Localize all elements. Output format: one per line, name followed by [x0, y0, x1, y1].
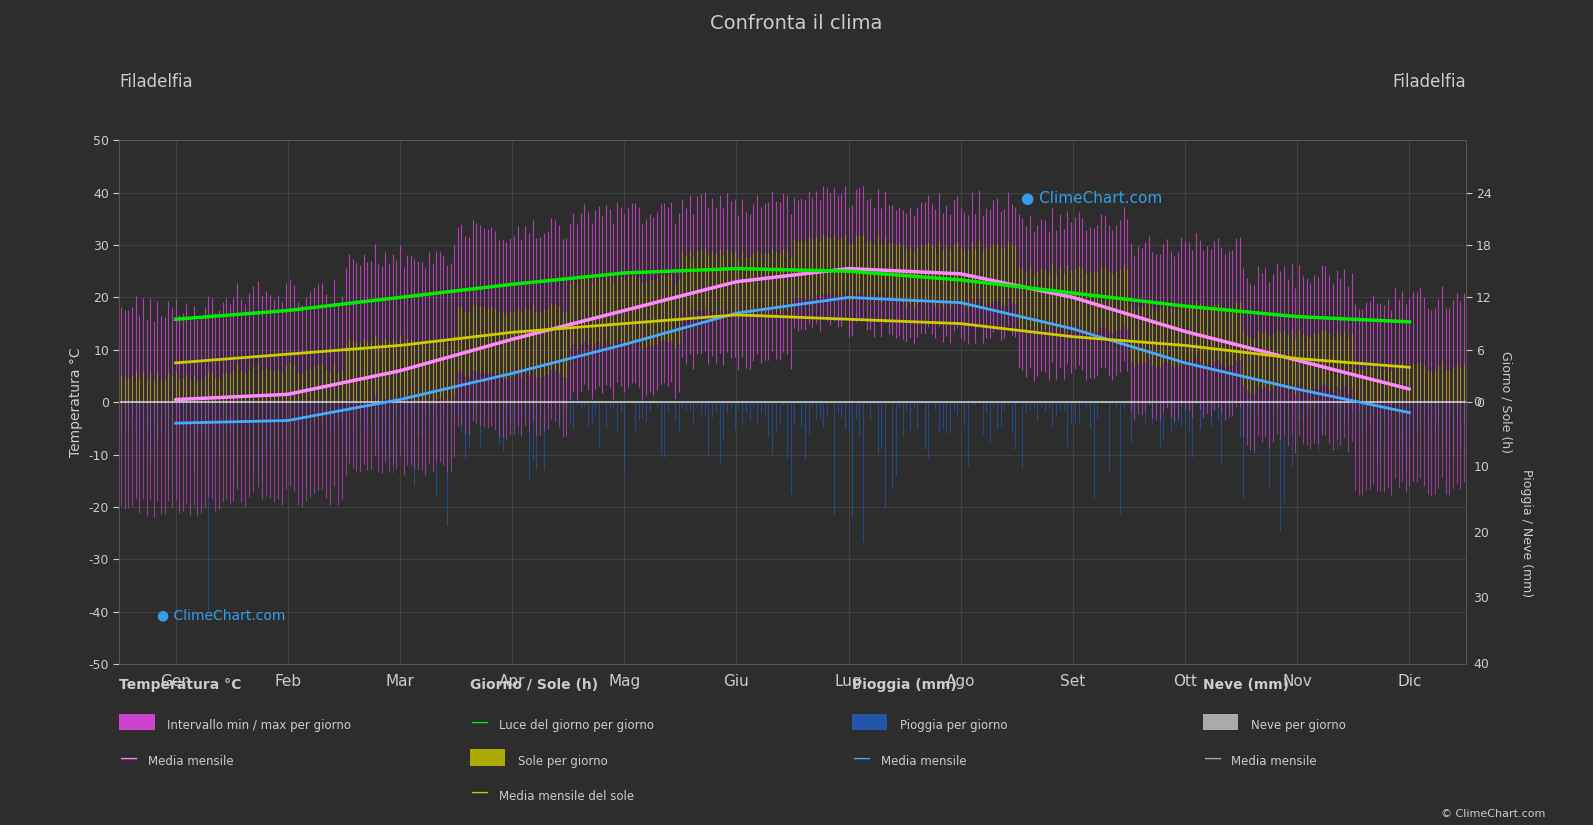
Text: —: — — [852, 748, 870, 766]
Text: Filadelfia: Filadelfia — [119, 73, 193, 91]
Text: © ClimeChart.com: © ClimeChart.com — [1440, 808, 1545, 818]
Text: Pioggia (mm): Pioggia (mm) — [852, 678, 957, 692]
Text: 0: 0 — [1474, 396, 1481, 408]
Y-axis label: Giorno / Sole (h): Giorno / Sole (h) — [1499, 351, 1513, 453]
Text: Intervallo min / max per giorno: Intervallo min / max per giorno — [167, 719, 352, 733]
Text: Media mensile: Media mensile — [148, 755, 234, 768]
Text: Media mensile: Media mensile — [1231, 755, 1317, 768]
Text: —: — — [470, 713, 487, 731]
Text: Luce del giorno per giorno: Luce del giorno per giorno — [499, 719, 653, 733]
Text: ● ClimeChart.com: ● ClimeChart.com — [158, 609, 285, 623]
Text: Giorno / Sole (h): Giorno / Sole (h) — [470, 678, 597, 692]
Text: Temperatura °C: Temperatura °C — [119, 678, 242, 692]
Text: —: — — [1203, 748, 1220, 766]
Text: 40: 40 — [1474, 658, 1489, 671]
Text: Pioggia per giorno: Pioggia per giorno — [900, 719, 1007, 733]
Text: —: — — [119, 748, 137, 766]
Text: Pioggia / Neve (mm): Pioggia / Neve (mm) — [1520, 469, 1532, 597]
Text: ● ClimeChart.com: ● ClimeChart.com — [1021, 191, 1163, 206]
Text: Filadelfia: Filadelfia — [1392, 73, 1466, 91]
Text: 30: 30 — [1474, 592, 1489, 606]
Text: Media mensile: Media mensile — [881, 755, 967, 768]
Text: 10: 10 — [1474, 461, 1489, 474]
Text: Media mensile del sole: Media mensile del sole — [499, 790, 634, 803]
Text: 20: 20 — [1474, 526, 1489, 540]
Text: —: — — [470, 783, 487, 801]
Text: Neve per giorno: Neve per giorno — [1251, 719, 1346, 733]
Text: Confronta il clima: Confronta il clima — [710, 14, 883, 33]
Text: Sole per giorno: Sole per giorno — [518, 755, 607, 768]
Y-axis label: Temperatura °C: Temperatura °C — [68, 347, 83, 457]
Text: Neve (mm): Neve (mm) — [1203, 678, 1289, 692]
